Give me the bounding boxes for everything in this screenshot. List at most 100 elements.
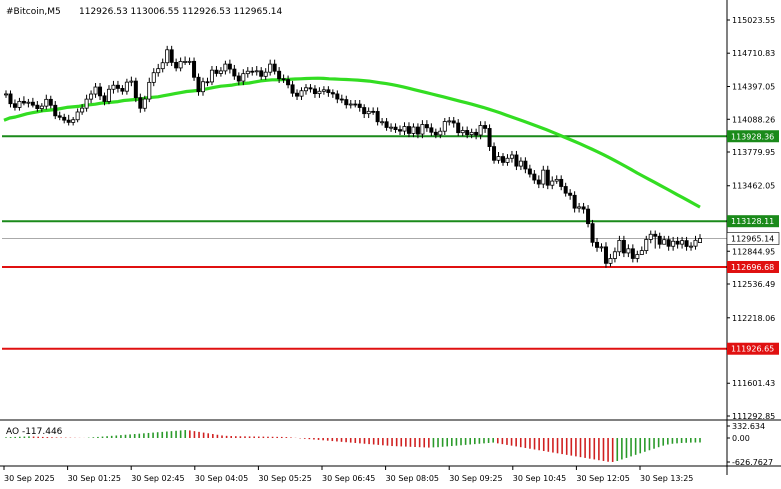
candle-body [147,81,152,100]
candle-body [272,63,277,72]
candle-body [406,126,411,134]
moving-average [3,76,701,209]
candle-body [429,127,434,133]
candle-body [259,70,264,77]
candle-body [541,169,546,185]
candle-body [160,62,165,70]
candle-body [183,61,188,63]
candle-body [451,120,456,124]
candle-body [21,100,26,104]
candle-body [12,103,17,108]
candle-body [286,79,291,86]
candle-body [563,186,568,194]
candle-body [232,68,237,77]
time-tick-label: 30 Sep 10:45 [513,474,566,483]
candle-body [201,81,206,93]
candle-body [505,157,510,163]
candle-body [209,69,214,83]
candle-body [626,248,631,254]
candle-body [17,100,22,108]
time-tick-label: 30 Sep 04:05 [195,474,248,483]
candle-body [389,126,394,129]
candle-body [492,146,497,161]
price-tick-label: 113779.95 [732,148,775,157]
candle-body [586,208,591,225]
candle-body [532,173,537,181]
candle-body [111,84,116,90]
candle-body [666,239,671,247]
candle-body [402,126,407,132]
candle-body [80,107,85,113]
candle-body [644,239,649,252]
candle-body [44,98,49,107]
candle-body [671,240,676,247]
price-pane[interactable] [2,45,727,350]
candle-body [684,240,689,247]
candle-body [698,238,703,243]
candle-body [120,88,125,92]
price-tick-label: 115023.55 [732,16,775,25]
level-tag-label: 112696.68 [731,263,774,272]
level-tag-green [727,215,779,228]
current-price-tag [726,232,780,245]
candle-body [303,87,308,92]
candle-body [447,120,452,123]
candle-body [174,62,179,69]
price-tick-label: 114710.83 [732,49,775,58]
candle-body [384,121,389,128]
candle-body [621,240,626,254]
level-tag-label: 111926.65 [731,345,774,354]
ao-pane[interactable] [5,430,701,462]
candle-body [595,241,600,248]
candle-body [577,206,582,209]
candle-body [71,119,76,123]
candle-body [371,110,376,113]
ao-axis: 332.634 0.00 -626.7627 [727,422,773,467]
candle-body [129,80,134,83]
price-tick-label: 114397.05 [732,83,775,92]
candle-body [205,81,210,84]
candle-body [380,121,385,124]
candle-body [514,154,519,167]
candle-body [438,130,443,136]
candle-body [218,70,223,74]
candle-body [106,88,111,102]
ao-bars [5,430,701,462]
candle-body [398,129,403,132]
price-tick-label: 113462.05 [732,182,775,191]
candle-body [98,86,103,97]
candle-body [608,258,613,264]
candle-body [156,68,161,74]
level-tag-red [727,260,779,273]
candle-body [290,84,295,94]
candle-body [187,60,192,63]
candle-body [496,156,501,161]
ao-label: AO -117.446 [6,427,63,437]
candle-body [295,92,300,97]
candle-body [559,178,564,187]
candle-body [133,80,138,99]
time-tick-label: 30 Sep 08:05 [386,474,439,483]
candle-body [227,63,232,70]
candle-body [192,60,197,78]
candle-body [277,70,282,80]
candle-body [151,72,156,83]
candle-body [344,99,349,106]
candle-body [680,240,685,245]
candle-body [268,63,273,73]
candle-body [630,248,635,259]
time-tick-label: 30 Sep 12:05 [576,474,629,483]
symbol-label: #Bitcoin,M5 [6,7,61,17]
candle-body [603,246,608,264]
candle-body [581,206,586,210]
candle-body [474,131,479,136]
candle-body [236,75,241,82]
candle-body [353,103,358,106]
candle-body [518,160,523,167]
price-tick-label: 111601.43 [732,379,775,388]
candle-body [689,245,694,248]
candle-body [568,192,573,196]
candle-body [124,81,129,92]
candle-body [415,126,420,135]
